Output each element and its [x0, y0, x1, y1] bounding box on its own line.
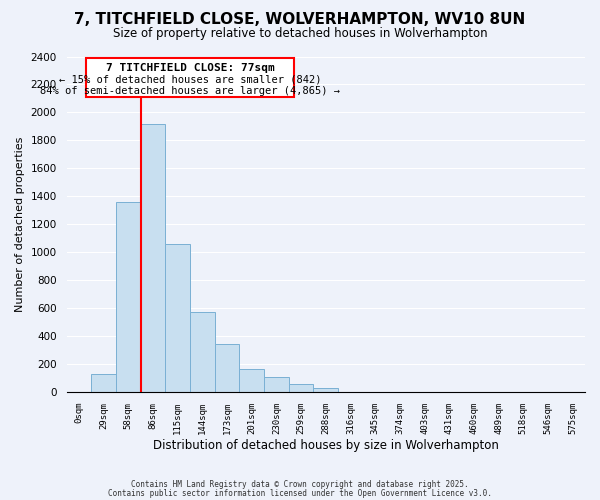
Bar [215, 344, 239, 392]
Y-axis label: Number of detached properties: Number of detached properties [15, 136, 25, 312]
Bar [91, 374, 116, 392]
X-axis label: Distribution of detached houses by size in Wolverhampton: Distribution of detached houses by size … [153, 440, 499, 452]
Bar [264, 378, 289, 392]
Text: Size of property relative to detached houses in Wolverhampton: Size of property relative to detached ho… [113, 26, 487, 40]
Text: Contains public sector information licensed under the Open Government Licence v3: Contains public sector information licen… [108, 488, 492, 498]
Text: 7 TITCHFIELD CLOSE: 77sqm: 7 TITCHFIELD CLOSE: 77sqm [106, 62, 274, 72]
Bar [140, 124, 165, 392]
Bar [289, 384, 313, 392]
Text: ← 15% of detached houses are smaller (842): ← 15% of detached houses are smaller (84… [59, 74, 321, 85]
Bar [239, 369, 264, 392]
Text: 7, TITCHFIELD CLOSE, WOLVERHAMPTON, WV10 8UN: 7, TITCHFIELD CLOSE, WOLVERHAMPTON, WV10… [74, 12, 526, 28]
Bar [190, 312, 215, 392]
Text: 84% of semi-detached houses are larger (4,865) →: 84% of semi-detached houses are larger (… [40, 86, 340, 97]
FancyBboxPatch shape [86, 58, 293, 97]
Bar [116, 202, 140, 392]
Bar [313, 388, 338, 392]
Text: Contains HM Land Registry data © Crown copyright and database right 2025.: Contains HM Land Registry data © Crown c… [131, 480, 469, 489]
Bar [165, 244, 190, 392]
